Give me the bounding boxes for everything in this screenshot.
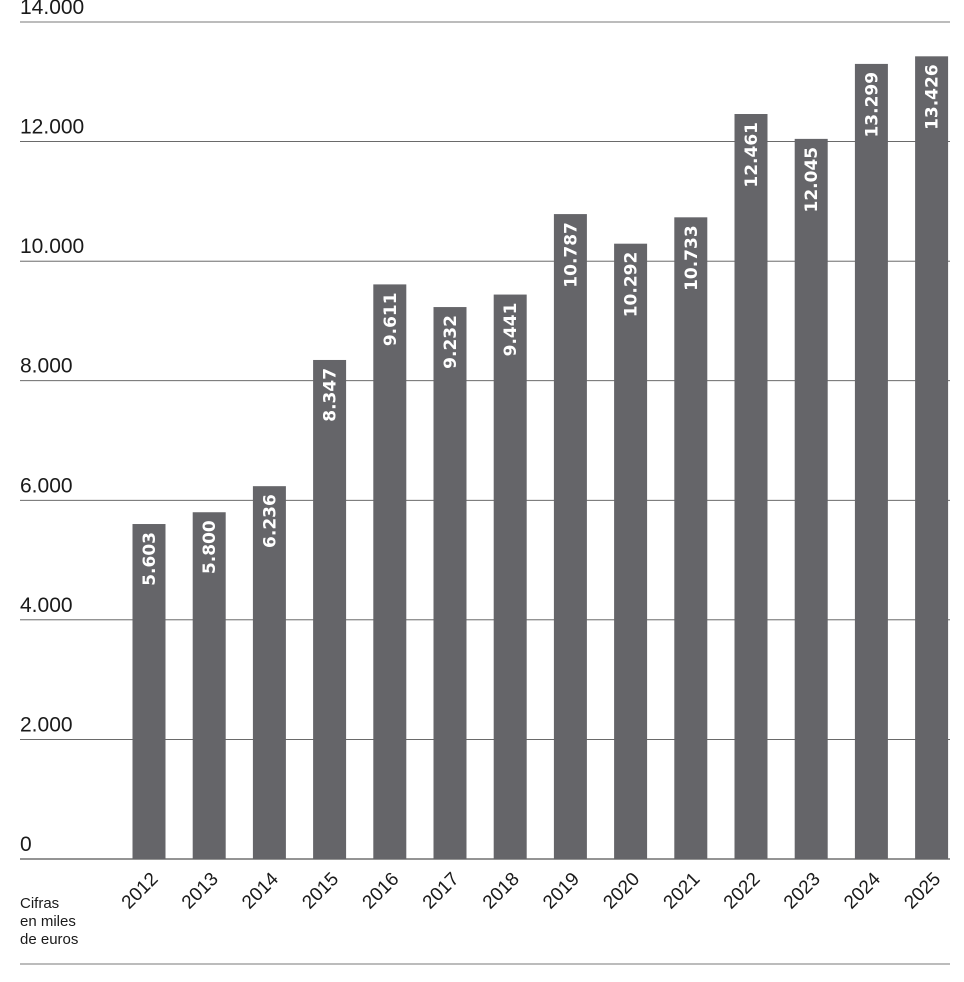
bar-value-label: 9.611 <box>381 292 401 346</box>
bar <box>553 214 587 860</box>
y-tick-label: 8.000 <box>20 355 73 378</box>
y-tick-label: 10.000 <box>20 235 84 258</box>
x-category-label: 2016 <box>359 869 404 914</box>
x-category-label: 2022 <box>720 869 765 914</box>
bar <box>854 63 888 859</box>
y-tick-label: 14.000 <box>20 0 84 19</box>
y-tick-label: 6.000 <box>20 474 73 497</box>
unit-note-line-2: en miles <box>20 913 76 930</box>
bar-value-label: 10.292 <box>622 252 642 318</box>
bar-value-label: 5.603 <box>140 532 160 586</box>
bar-value-label: 12.045 <box>802 147 822 213</box>
bar <box>192 512 226 859</box>
bar-value-label: 9.232 <box>441 315 461 369</box>
x-category-label: 2014 <box>238 868 283 913</box>
x-category-label: 2024 <box>840 868 885 913</box>
bar <box>794 138 828 859</box>
bar <box>132 524 166 859</box>
bar <box>915 56 949 859</box>
bars <box>132 56 949 860</box>
bar <box>493 294 527 859</box>
x-category-label: 2023 <box>780 869 825 914</box>
y-axis-tick-labels: 0 2.000 4.000 6.000 8.000 10.000 12.000 14.000 <box>20 0 84 856</box>
bar <box>734 114 768 860</box>
bar-value-label: 8.347 <box>321 368 341 422</box>
unit-note-line-3: de euros <box>20 931 79 948</box>
bar-value-label: 6.236 <box>260 494 280 548</box>
y-tick-label: 12.000 <box>20 116 84 139</box>
value-labels: 5.603 5.800 6.236 8.347 9.611 9.232 9.441 10.78… <box>140 64 943 585</box>
bar <box>674 217 708 859</box>
unit-note: Cifras en miles de euros <box>20 895 120 949</box>
bar-value-label: 13.426 <box>923 64 943 130</box>
x-category-label: 2013 <box>178 869 223 914</box>
x-category-label: 2018 <box>479 869 524 914</box>
bar-value-label: 10.733 <box>682 225 702 291</box>
x-axis-category-labels: 2012 2013 2014 2015 2016 2017 2018 2019 2020 2021… <box>118 868 945 913</box>
x-category-label: 2015 <box>298 869 343 914</box>
x-category-label: 2020 <box>599 869 644 914</box>
bar <box>252 486 286 859</box>
bar-value-label: 12.461 <box>742 122 762 188</box>
y-tick-label: 0 <box>20 833 32 856</box>
bar <box>373 284 407 859</box>
bar <box>433 307 467 859</box>
y-tick-label: 4.000 <box>20 594 73 617</box>
x-category-label: 2025 <box>900 869 945 914</box>
bar-value-label: 10.787 <box>561 222 581 288</box>
bar-value-label: 13.299 <box>862 72 882 138</box>
unit-note-line-1: Cifras <box>20 895 60 912</box>
x-category-label: 2012 <box>118 869 163 914</box>
gridlines <box>20 141 950 860</box>
x-category-label: 2021 <box>660 869 705 914</box>
x-category-label: 2019 <box>539 869 584 914</box>
bar-value-label: 9.441 <box>501 303 521 357</box>
y-tick-label: 2.000 <box>20 713 73 736</box>
bar <box>313 359 347 859</box>
x-category-label: 2017 <box>419 869 464 914</box>
bar <box>614 243 648 859</box>
bar-value-label: 5.800 <box>200 520 220 574</box>
